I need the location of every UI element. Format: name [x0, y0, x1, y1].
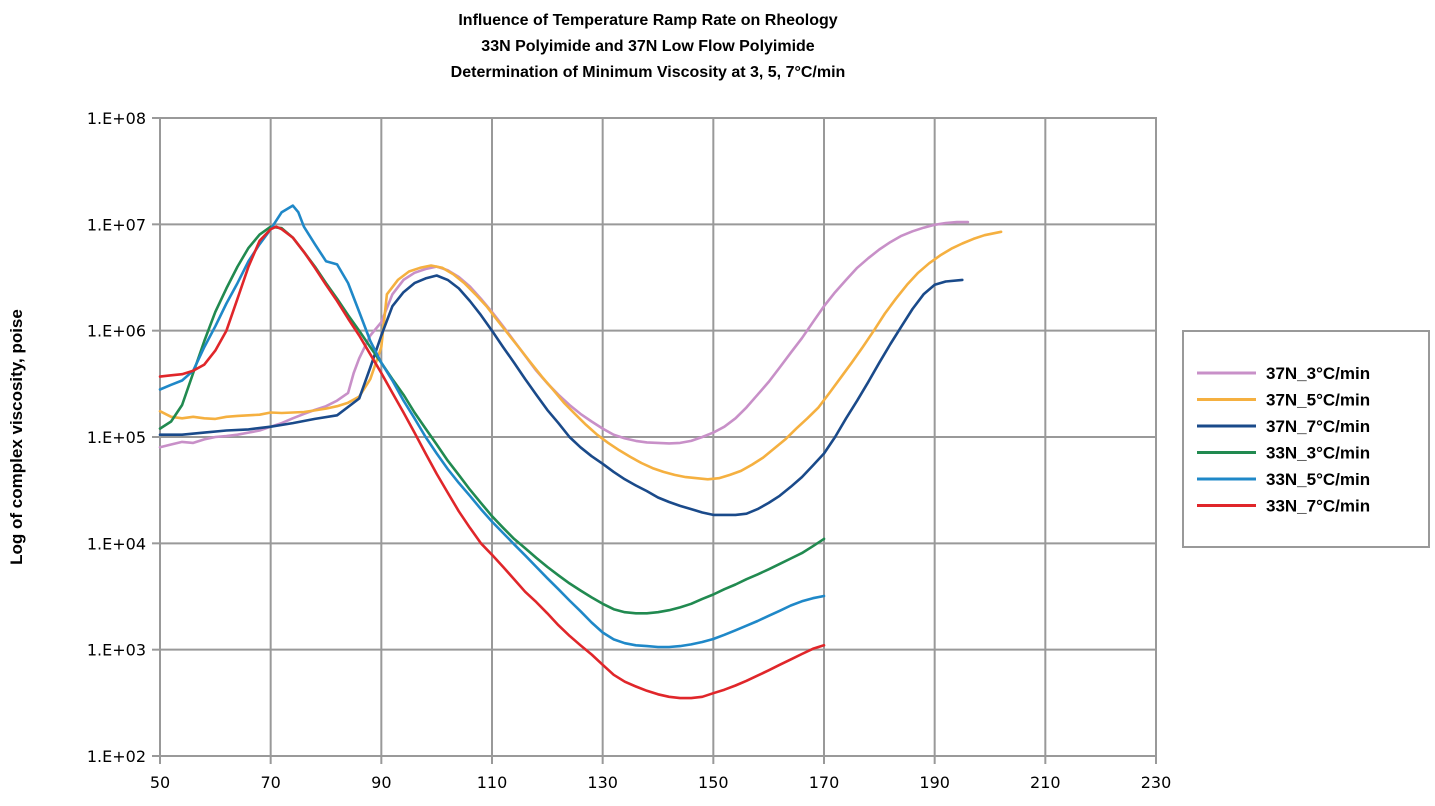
x-tick-label: 50 — [150, 773, 170, 792]
legend-label: 33N_3°C/min — [1266, 444, 1370, 463]
y-axis-label: Log of complex viscosity, poise — [7, 309, 26, 565]
chart-title-line-2: 33N Polyimide and 37N Low Flow Polyimide — [481, 38, 815, 55]
series-line-1 — [158, 230, 1003, 481]
y-tick-label: 1.E+04 — [87, 534, 146, 553]
legend-label: 37N_5°C/min — [1266, 391, 1370, 410]
legend-entries: 37N_3°C/min 37N_5°C/min 37N_7°C/min 33N_3°C… — [1197, 364, 1370, 516]
x-axis-ticks: 50 70 90 110 130 150 170 190 210 230 — [150, 756, 1171, 792]
legend-label: 33N_5°C/min — [1266, 470, 1370, 489]
series-lines — [158, 204, 1003, 700]
y-axis-ticks: 1.E+02 1.E+03 1.E+04 1.E+05 1.E+06 1.E+07 1.E+… — [87, 109, 160, 766]
legend: 37N_3°C/min 37N_5°C/min 37N_7°C/min 33N_3°C… — [1182, 330, 1430, 548]
legend-label: 37N_7°C/min — [1266, 417, 1370, 436]
y-tick-label: 1.E+02 — [87, 747, 146, 766]
legend-box — [1182, 330, 1430, 548]
x-tick-label: 230 — [1141, 773, 1172, 792]
x-tick-label: 170 — [809, 773, 840, 792]
y-tick-label: 1.E+06 — [87, 322, 146, 341]
y-tick-label: 1.E+03 — [87, 641, 146, 660]
series-line-4 — [158, 204, 826, 649]
series-line-5 — [158, 225, 826, 700]
x-tick-label: 190 — [919, 773, 950, 792]
chart-title-line-1: Influence of Temperature Ramp Rate on Rh… — [458, 12, 837, 29]
series-line-3 — [158, 225, 826, 615]
chart-title: Influence of Temperature Ramp Rate on Rh… — [451, 12, 846, 81]
x-tick-label: 210 — [1030, 773, 1061, 792]
x-tick-label: 110 — [477, 773, 508, 792]
legend-label: 37N_3°C/min — [1266, 364, 1370, 383]
y-tick-label: 1.E+08 — [87, 109, 146, 128]
y-tick-label: 1.E+07 — [87, 215, 146, 234]
x-tick-label: 130 — [587, 773, 618, 792]
x-tick-label: 70 — [260, 773, 280, 792]
x-tick-label: 90 — [371, 773, 391, 792]
y-tick-label: 1.E+05 — [87, 428, 146, 447]
chart-title-line-3: Determination of Minimum Viscosity at 3,… — [451, 64, 846, 81]
legend-label: 33N_7°C/min — [1266, 497, 1370, 516]
x-tick-label: 150 — [698, 773, 729, 792]
